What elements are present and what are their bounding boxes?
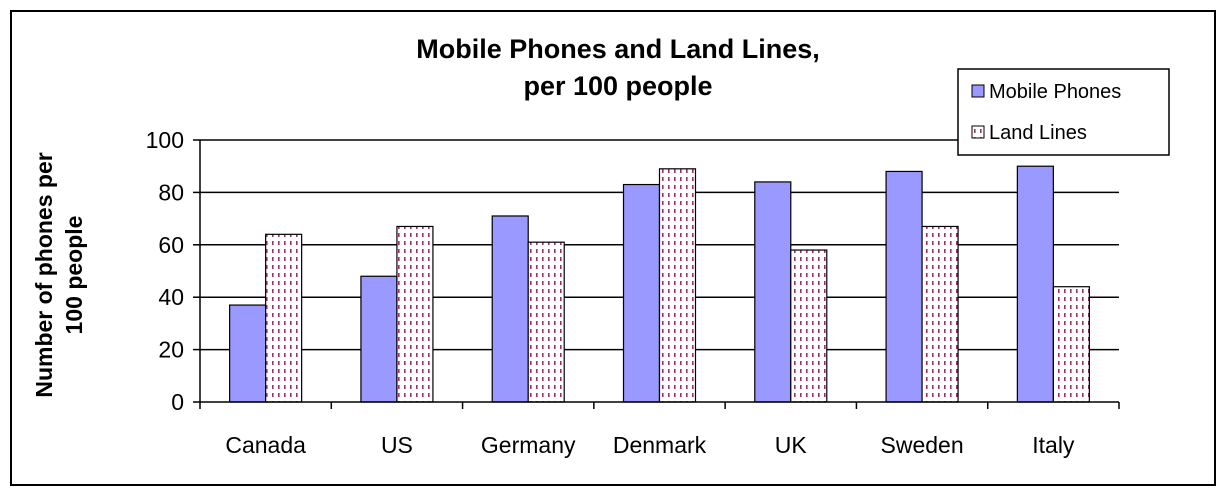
bar-mobile-phones-germany (491, 215, 529, 403)
bar-land-lines-denmark (658, 168, 697, 403)
legend-label-landline: Land Lines (989, 122, 1087, 144)
bar-mobile-phones-sweden (885, 170, 923, 403)
legend-swatch-landline (971, 125, 985, 139)
bar-land-lines-italy (1052, 286, 1090, 403)
bar-land-lines-canada (265, 233, 303, 403)
x-category-label: US (381, 432, 413, 458)
bar-land-lines-sweden (921, 225, 959, 403)
y-tick-label: 60 (158, 232, 184, 258)
bar-mobile-phones-italy (1016, 165, 1054, 403)
y-tick-label: 80 (158, 179, 184, 205)
legend: Mobile Phones Land Lines (957, 68, 1170, 156)
x-category-label: UK (775, 432, 808, 458)
x-category-label: Italy (1032, 432, 1075, 458)
legend-box (957, 68, 1170, 156)
bar-land-lines-germany (527, 241, 565, 403)
chart-title-line-2: per 100 people (523, 71, 712, 101)
y-tick-label: 40 (158, 284, 184, 310)
bar-mobile-phones-canada (229, 304, 267, 403)
bar-mobile-phones-denmark (622, 183, 661, 403)
bar-mobile-phones-uk (754, 181, 792, 403)
bar-land-lines-uk (790, 249, 828, 403)
x-category-label: Canada (225, 432, 306, 458)
tick-labels: 0 20 40 60 80 100 Canada US Germany Denmark UK Swed… (146, 127, 1075, 458)
y-axis-label-line-1: Number of phones per (31, 152, 57, 397)
x-category-label: Denmark (613, 432, 707, 458)
bar-mobile-phones-us (360, 275, 398, 403)
chart-title-line-1: Mobile Phones and Land Lines, (416, 34, 820, 64)
y-axis-label-line-2: 100 people (61, 216, 87, 335)
y-tick-label: 0 (171, 389, 184, 415)
axes (193, 139, 1120, 409)
x-category-label: Sweden (881, 432, 964, 458)
legend-label-mobile: Mobile Phones (989, 81, 1121, 103)
bars (229, 165, 1090, 403)
x-category-label: Germany (481, 432, 576, 458)
y-tick-label: 20 (158, 337, 184, 363)
y-tick-label: 100 (146, 127, 184, 153)
legend-swatch-mobile (971, 84, 985, 98)
bar-land-lines-us (396, 225, 434, 403)
